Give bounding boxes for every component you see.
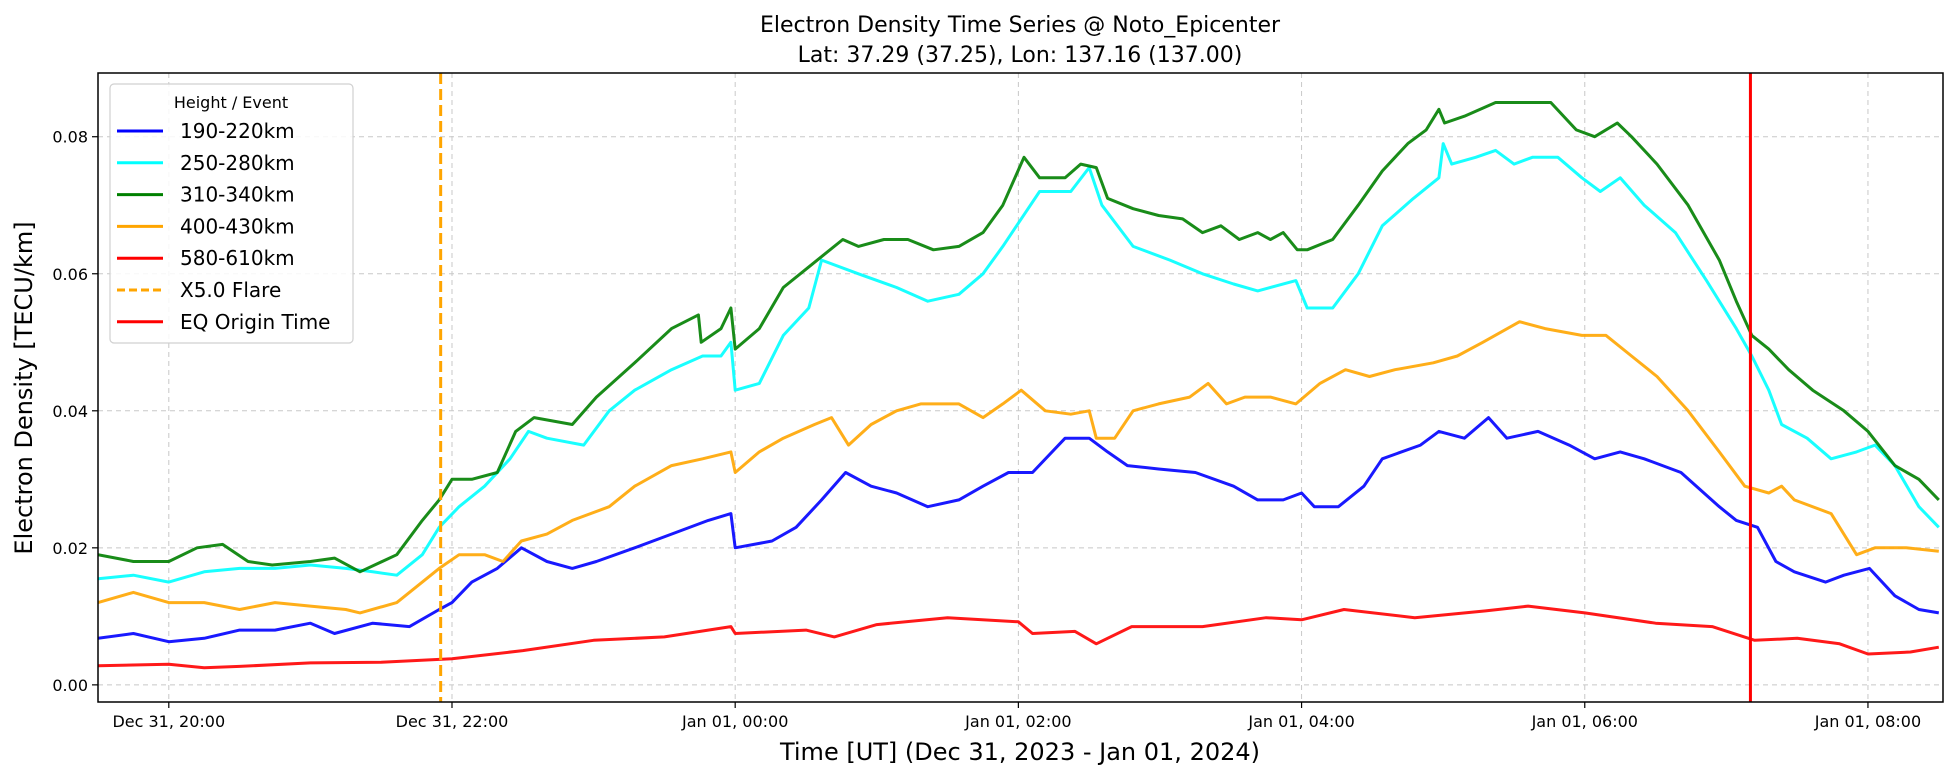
chart-subtitle: Lat: 37.29 (37.25), Lon: 137.16 (137.00) (798, 43, 1243, 68)
event-lines (439, 73, 1752, 702)
legend-label: 250-280km (180, 151, 295, 175)
legend-label: X5.0 Flare (180, 278, 281, 302)
x-tick-label: Dec 31, 22:00 (396, 712, 509, 731)
y-tick-label: 0.00 (52, 676, 88, 695)
y-axis-label: Electron Density [TECU/km] (10, 221, 38, 554)
series-line-310-340km (98, 101, 1940, 574)
legend-label: 310-340km (180, 183, 295, 207)
x-tick-label: Jan 01, 04:00 (1247, 712, 1354, 731)
plot-frame (97, 72, 1944, 703)
legend-label: EQ Origin Time (180, 310, 331, 334)
legend-label: 190-220km (180, 119, 295, 143)
x-tick-label: Jan 01, 06:00 (1531, 712, 1638, 731)
series-line-400-430km (98, 320, 1939, 615)
y-tick-label: 0.02 (52, 539, 88, 558)
grid (98, 73, 1943, 702)
x-tick-label: Jan 01, 02:00 (964, 712, 1071, 731)
y-tick-label: 0.04 (52, 402, 88, 421)
x-tick-label: Jan 01, 08:00 (1814, 712, 1921, 731)
legend-title: Height / Event (174, 93, 288, 112)
legend-label: 400-430km (180, 214, 295, 238)
legend-label: 580-610km (180, 246, 295, 270)
y-tick-label: 0.06 (52, 265, 88, 284)
axis-ticks: Dec 31, 20:00 Dec 31, 22:00 Jan 01, 00:00 J… (52, 128, 1921, 731)
series-line-190-220km (98, 416, 1940, 644)
legend-box (109, 83, 354, 344)
x-tick-label: Dec 31, 20:00 (112, 712, 225, 731)
legend: Height / Event 190-220km 250-280km 310-340… (109, 83, 354, 344)
series-line-250-280km (98, 142, 1940, 584)
series-lines (98, 101, 1940, 670)
chart-title: Electron Density Time Series @ Noto_Epic… (760, 13, 1281, 38)
y-tick-label: 0.08 (52, 128, 88, 147)
x-tick-label: Jan 01, 00:00 (681, 712, 788, 731)
series-line-580-610km (98, 604, 1940, 670)
x-axis-label: Time [UT] (Dec 31, 2023 - Jan 01, 2024) (779, 738, 1260, 766)
